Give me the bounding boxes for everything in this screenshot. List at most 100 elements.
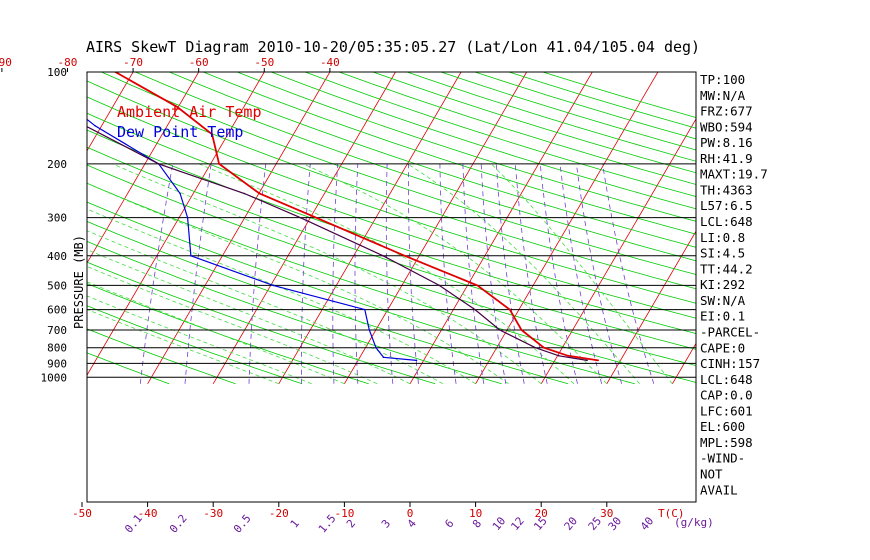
mixing-ratio-line	[184, 163, 212, 384]
index-entry: WBO:594	[700, 119, 753, 134]
series-point	[586, 359, 588, 362]
dry-adiabat-line	[87, 305, 303, 385]
mixing-ratio-line	[301, 163, 311, 384]
bottom-temp-tick-label: -40	[138, 507, 158, 520]
moist-adiabat-line	[112, 163, 542, 385]
top-temp-tick-label: -50	[254, 56, 274, 69]
series-point	[567, 354, 569, 357]
mixing-ratio-line	[332, 163, 339, 384]
dry-adiabat-line	[508, 72, 696, 129]
top-temp-tick-label: -60	[189, 56, 209, 69]
mixing-ratio-line	[248, 163, 267, 384]
index-entry: LCL:648	[700, 372, 753, 387]
series-point	[382, 356, 385, 359]
mixing-ratio-line	[354, 163, 359, 384]
moist-adiabat-line	[303, 163, 608, 385]
series-point	[272, 284, 275, 287]
bottom-temp-tick-label: 20	[535, 507, 548, 520]
pressure-tick-label: 300	[47, 212, 67, 225]
series-point	[520, 329, 523, 331]
sounding-series	[87, 72, 599, 362]
moist-adiabat-line	[87, 208, 476, 385]
isotherm-line	[804, 72, 870, 384]
series-point	[403, 255, 406, 257]
pressure-tick-label: 600	[47, 304, 67, 317]
index-entry: MPL:598	[700, 435, 753, 450]
isotherm-line	[278, 72, 462, 384]
top-temp-tick-label: -40	[320, 56, 340, 69]
mixing-ratio-label: 0.5	[231, 512, 254, 536]
series-point	[299, 216, 302, 219]
pressure-tick-label: 700	[47, 324, 67, 337]
moist-adiabat-line	[87, 309, 279, 385]
mixing-ratio-label: 0.2	[167, 512, 190, 536]
top-temp-tick-label: -90	[0, 56, 12, 69]
series-point	[94, 124, 96, 127]
index-entry: EI:0.1	[700, 309, 745, 324]
series-point	[558, 354, 560, 357]
pressure-tick-label: 100	[47, 66, 67, 79]
index-entry: -WIND-	[700, 451, 745, 466]
bottom-temp-tick-label: 30	[600, 507, 613, 520]
pressure-tick-label: 800	[47, 342, 67, 355]
dry-adiabat-line	[87, 240, 502, 385]
mixing-ratio-line	[439, 163, 457, 384]
dry-adiabat-line	[271, 72, 696, 210]
index-entry: NOT	[700, 467, 723, 482]
pressure-tick-label: 900	[47, 357, 67, 370]
index-entry: FRZ:677	[700, 104, 753, 119]
dry-adiabat-line	[87, 201, 635, 385]
index-entry: CAPE:0	[700, 340, 745, 355]
pressure-tick-label: 1000	[41, 371, 68, 384]
mixing-ratio-line	[514, 163, 548, 384]
index-entry: CINH:157	[700, 356, 760, 371]
series-point	[190, 255, 192, 257]
mixing-ratio-label: 6	[442, 517, 456, 530]
series-point	[364, 308, 366, 311]
pressure-tick-label: 200	[47, 158, 67, 171]
series-point	[243, 192, 246, 195]
y-axis-label: PRESSURE (MB)	[72, 235, 86, 329]
mixing-ratio-line	[139, 163, 174, 384]
index-entry: MAXT:19.7	[700, 167, 768, 182]
index-entry: CAP:0.0	[700, 388, 753, 403]
index-entry: PW:8.16	[700, 135, 753, 150]
series-point	[382, 255, 384, 257]
index-entry: LI:0.8	[700, 230, 745, 245]
moist-adiabat-line	[87, 266, 378, 385]
series-point	[534, 346, 537, 349]
dry-adiabat-line	[87, 164, 696, 367]
bottom-temp-tick-label: -10	[334, 507, 354, 520]
top-temp-tick-label: -70	[123, 56, 143, 69]
mixing-ratio-label: 20	[562, 514, 580, 533]
series-point	[179, 192, 181, 195]
mixing-ratio-line	[480, 163, 507, 384]
mixing-ratio-line	[385, 163, 394, 384]
moist-adiabat-line	[87, 230, 444, 385]
dry-adiabat-line	[372, 72, 696, 174]
bottom-temp-tick-label: -30	[203, 507, 223, 520]
series-point	[438, 284, 441, 287]
index-entry: L57:6.5	[700, 198, 753, 213]
series-point	[499, 329, 501, 331]
dry-adiabat-line	[440, 72, 696, 151]
index-entry: KI:292	[700, 277, 745, 292]
bottom-temp-tick-label: 0	[407, 507, 414, 520]
moist-adiabat-line	[87, 182, 509, 385]
mixing-ratio-label: 40	[638, 514, 656, 533]
grid-lines	[0, 72, 870, 385]
isotherm-line	[475, 72, 659, 384]
series-point	[186, 216, 189, 219]
pressure-tick-label: 400	[47, 250, 67, 263]
pressure-tick-label: 500	[47, 279, 67, 292]
series-point	[368, 329, 371, 331]
mixing-ratio-line	[408, 163, 419, 384]
dry-adiabat-line	[87, 220, 569, 385]
moist-adiabat-line	[491, 163, 673, 385]
series-point	[476, 284, 479, 287]
dry-adiabat-line	[87, 352, 170, 385]
isotherm-line	[0, 72, 2, 384]
